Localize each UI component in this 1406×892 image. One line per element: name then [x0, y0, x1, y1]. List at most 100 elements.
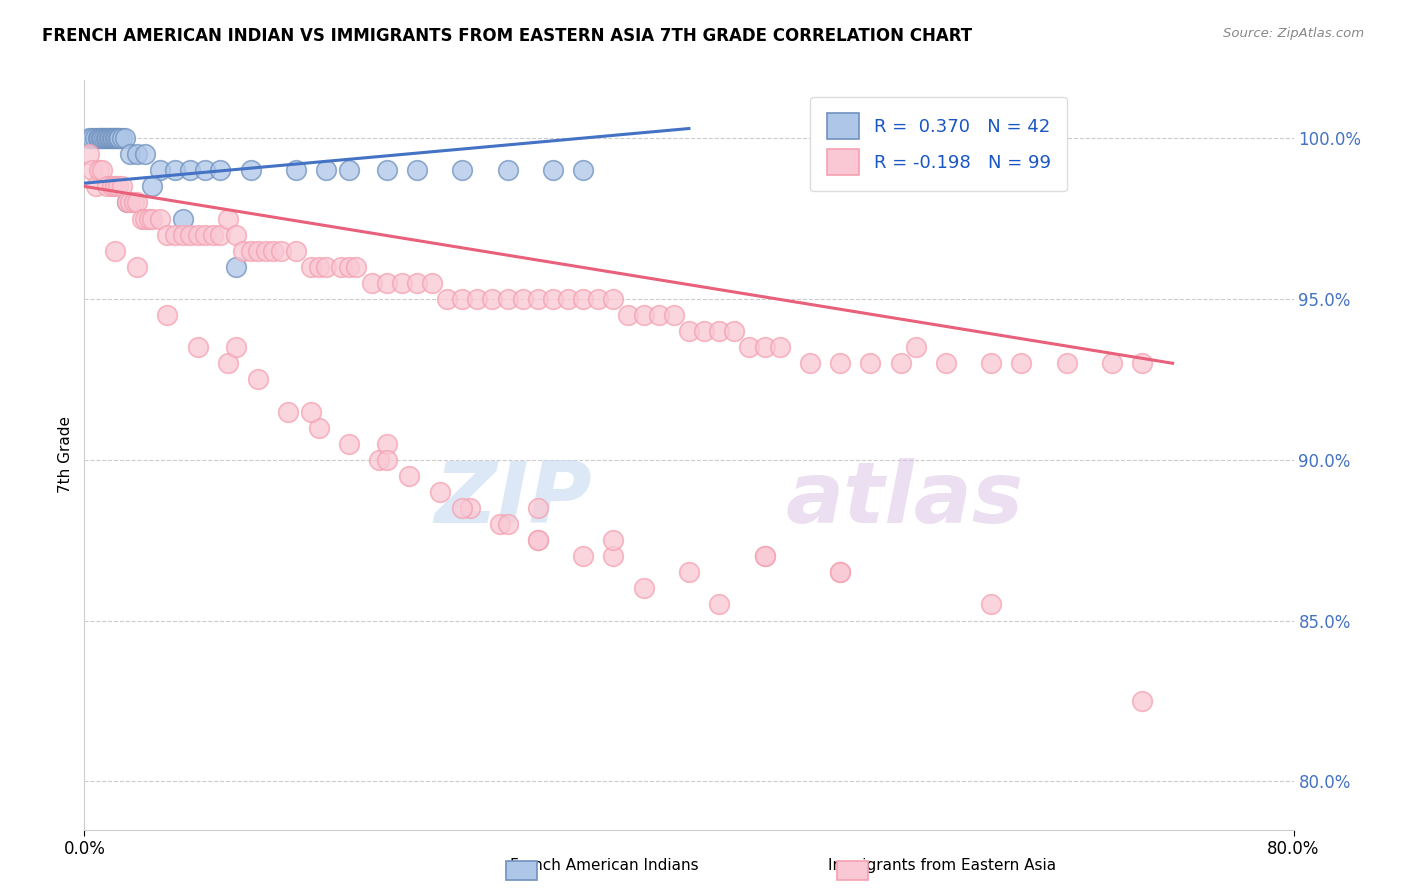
Point [693, 324, 716, 338]
Point [541, 163, 564, 178]
Text: atlas: atlas [786, 458, 1024, 541]
Point [115, 195, 138, 210]
Y-axis label: 7th Grade: 7th Grade [58, 417, 73, 493]
Point [262, 244, 284, 258]
Point [337, 260, 360, 274]
Point [86, 179, 108, 194]
Point [247, 244, 270, 258]
Point [648, 308, 671, 322]
Point [602, 533, 624, 548]
Point [156, 308, 179, 322]
Point [512, 292, 534, 306]
Point [149, 211, 172, 226]
Point [97, 131, 120, 145]
Point [375, 276, 398, 290]
Point [633, 308, 655, 322]
Point [330, 260, 353, 274]
Point [1056, 356, 1078, 370]
Point [308, 260, 330, 274]
Point [709, 598, 731, 612]
Point [723, 324, 745, 338]
Point [225, 260, 247, 274]
Point [481, 292, 503, 306]
Point [84, 131, 107, 145]
Point [337, 436, 360, 450]
Point [138, 211, 160, 226]
Point [678, 324, 700, 338]
Point [101, 131, 124, 145]
Point [830, 566, 852, 580]
Point [1011, 356, 1033, 370]
Point [179, 163, 201, 178]
Point [96, 179, 118, 194]
Point [105, 131, 128, 145]
Point [420, 276, 443, 290]
Point [406, 163, 429, 178]
Point [187, 340, 209, 354]
Point [527, 533, 550, 548]
Point [527, 292, 550, 306]
Point [458, 500, 481, 515]
Point [217, 211, 239, 226]
Point [496, 517, 519, 532]
Point [799, 356, 821, 370]
Point [346, 260, 368, 274]
Point [602, 292, 624, 306]
Point [1132, 694, 1154, 708]
Point [94, 131, 117, 145]
Point [96, 131, 118, 145]
Point [451, 500, 474, 515]
Point [754, 549, 776, 564]
Point [172, 227, 194, 242]
Point [315, 163, 337, 178]
Point [489, 517, 512, 532]
Point [375, 452, 398, 467]
Point [93, 131, 115, 145]
Point [239, 163, 262, 178]
Point [299, 404, 322, 418]
Point [980, 598, 1002, 612]
Point [890, 356, 912, 370]
Point [90, 131, 112, 145]
Point [131, 211, 153, 226]
Point [617, 308, 640, 322]
Point [165, 227, 187, 242]
Point [149, 163, 172, 178]
Text: French American Indians: French American Indians [510, 858, 699, 872]
Point [91, 131, 114, 145]
Point [602, 549, 624, 564]
Point [572, 163, 595, 178]
Point [104, 131, 127, 145]
Point [496, 292, 519, 306]
Point [232, 244, 254, 258]
Text: ZIP: ZIP [434, 458, 592, 541]
Point [179, 227, 201, 242]
Point [980, 356, 1002, 370]
Point [201, 227, 224, 242]
Point [859, 356, 882, 370]
Point [187, 227, 209, 242]
Point [709, 324, 731, 338]
Point [127, 260, 149, 274]
Point [254, 244, 277, 258]
Point [299, 260, 322, 274]
Point [375, 436, 398, 450]
Point [80, 131, 103, 145]
Point [391, 276, 413, 290]
Point [127, 195, 149, 210]
Point [285, 163, 308, 178]
Point [165, 163, 187, 178]
Point [100, 131, 122, 145]
Point [754, 549, 776, 564]
Point [108, 131, 131, 145]
Point [662, 308, 685, 322]
Point [360, 276, 382, 290]
Point [194, 163, 217, 178]
Text: Source: ZipAtlas.com: Source: ZipAtlas.com [1223, 27, 1364, 40]
Legend: R =  0.370   N = 42, R = -0.198   N = 99: R = 0.370 N = 42, R = -0.198 N = 99 [810, 97, 1067, 191]
Point [217, 356, 239, 370]
Point [830, 566, 852, 580]
Point [104, 179, 127, 194]
Point [89, 163, 111, 178]
Point [111, 179, 134, 194]
